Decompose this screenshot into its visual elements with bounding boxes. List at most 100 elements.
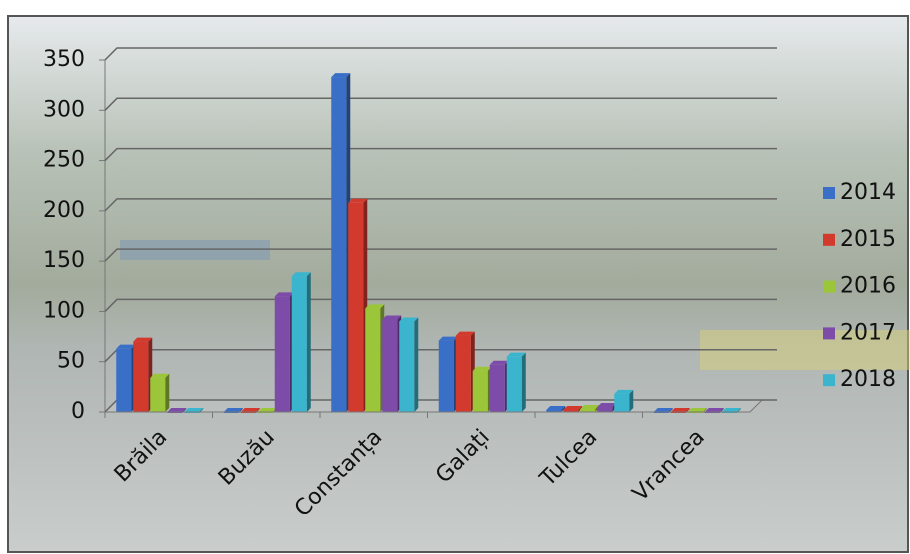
bar-face [653,408,673,412]
legend-swatch [823,374,835,387]
bar-face [116,348,132,412]
bar [438,336,458,412]
bar-face [438,340,454,412]
bar-face [116,344,136,349]
bar-face [331,73,351,78]
bar-face [399,317,419,322]
bar-face [382,319,398,412]
bar-face [306,272,311,412]
legend-label: 2017 [840,320,896,345]
grid-line [104,248,777,262]
bar [291,272,311,412]
bar [382,315,402,412]
y-tick-label: 350 [43,47,85,72]
bar-face [165,373,170,412]
bar [365,304,385,412]
y-tick-label: 200 [43,198,85,223]
bar-face [580,404,600,409]
bar [489,360,509,412]
bar-face [489,364,505,412]
legend-swatch [823,233,835,246]
bar-face [472,366,492,371]
bar-face [257,408,277,412]
background-photo [7,15,909,553]
bar-face [629,389,634,412]
y-tick-label: 0 [71,399,85,424]
bar-face [240,408,260,412]
grid-line [104,198,777,212]
bar-face [365,304,385,309]
legend-swatch [823,187,835,199]
bar-face [704,408,724,412]
grid-line [104,298,777,312]
legend-label: 2016 [840,274,896,299]
bar-face [291,272,311,277]
bar-face [167,408,187,412]
bar [546,405,566,412]
bar [614,389,634,412]
bar [116,344,136,412]
bar-face [438,336,458,341]
bar-face [563,409,579,412]
legend-swatch [823,280,835,293]
bar-face [382,315,402,320]
bar-face [348,202,364,412]
bar-face [399,321,415,412]
bar [597,402,617,412]
bar-face [133,337,153,342]
bar-face [521,352,526,412]
bar-face [614,389,634,394]
bar [472,366,492,412]
bar [133,337,153,412]
bar-face [455,331,475,336]
y-tick-label: 150 [43,248,85,273]
bar [348,198,368,412]
y-tick-label: 250 [43,148,85,173]
bar-face [223,408,243,412]
bar-face [597,406,613,412]
bar-face [563,405,583,410]
bar-face [291,276,307,412]
bar-face [489,360,509,365]
bar-face [455,335,471,412]
bar [150,373,170,412]
bar [399,317,419,412]
y-tick-label: 300 [43,97,85,122]
bar-face [687,408,707,412]
legend-label: 2014 [840,180,896,205]
bar-face [546,405,566,410]
bar [274,292,294,412]
photo-detail [120,240,270,260]
bar-face [150,377,166,412]
bar-face [614,393,630,412]
bar-face [133,341,149,412]
bar-face [472,370,488,412]
grid-line [104,147,777,162]
bar-face [597,402,617,407]
bar [331,73,351,413]
grid-line [104,97,777,111]
bar-face [365,308,381,412]
legend-label: 2015 [840,227,896,252]
bar-face [506,356,522,412]
grid-line [104,47,777,61]
legend-swatch [823,327,835,340]
bar-face [546,409,562,412]
bar-face [414,317,419,412]
bar-face [561,405,566,412]
y-tick-label: 50 [57,349,85,374]
bar [455,331,475,412]
bar-face [184,408,204,412]
legend-label: 2018 [840,367,896,392]
bar-face [274,292,294,297]
y-tick-label: 100 [43,298,85,323]
bar-face [331,77,347,413]
bar-face [506,352,526,357]
bar-face [348,198,368,203]
bar-face [150,373,170,378]
bar-face [580,408,596,412]
bar-face [721,408,741,412]
bar [506,352,526,412]
